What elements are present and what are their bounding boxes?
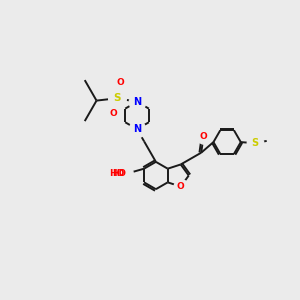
Text: O: O <box>200 132 207 141</box>
Text: S: S <box>251 138 259 148</box>
Text: O: O <box>117 78 124 87</box>
Text: N: N <box>133 124 141 134</box>
Text: O: O <box>110 109 117 118</box>
Text: O: O <box>177 182 184 191</box>
Text: N: N <box>133 97 141 107</box>
Text: HO: HO <box>109 169 124 178</box>
Text: HO: HO <box>113 169 127 178</box>
Text: S: S <box>113 93 121 103</box>
